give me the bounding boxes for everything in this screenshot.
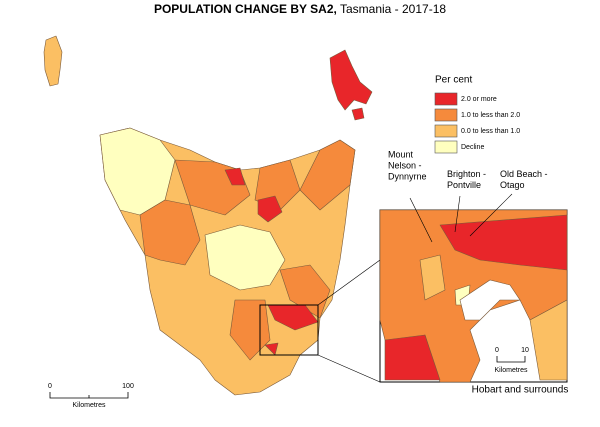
water xyxy=(459,279,521,321)
scale-bars: Hobart and surrounds 0 100 Kilometres 0 10 Ki… xyxy=(48,347,568,409)
inset-frame xyxy=(259,304,319,356)
region xyxy=(257,195,283,223)
inset-title: Hobart and surrounds xyxy=(472,385,569,396)
inset-scale-unit: Kilometres xyxy=(494,367,528,374)
legend-label: 1.0 to less than 2.0 xyxy=(461,112,520,119)
scale-tick-label: 0 xyxy=(48,383,52,390)
region xyxy=(419,254,446,301)
region xyxy=(264,342,279,356)
title-rest: Tasmania - 2017-18 xyxy=(340,2,446,16)
region xyxy=(254,159,301,211)
inset-scale-tick-label: 0 xyxy=(495,347,499,354)
region xyxy=(204,224,286,291)
legend-label: 2.0 or more xyxy=(461,96,497,103)
scale-bar xyxy=(49,392,129,399)
region xyxy=(224,167,246,186)
map-title: POPULATION CHANGE BY SA2, Tasmania - 201… xyxy=(154,2,446,16)
scale-tick-label: 100 xyxy=(122,383,134,390)
legend-swatch xyxy=(434,108,458,122)
callout-line xyxy=(454,195,461,233)
callout-label: Dynnyrne xyxy=(388,171,427,181)
legend-swatch xyxy=(434,124,458,138)
legend-swatch xyxy=(434,140,458,154)
region xyxy=(529,299,568,381)
callout-line xyxy=(469,193,513,237)
callout-label: Brighton - xyxy=(447,169,486,179)
islands xyxy=(43,35,373,121)
inset xyxy=(379,193,568,383)
callout-label: Otago xyxy=(500,180,525,190)
legend-title: Per cent xyxy=(435,75,472,86)
region xyxy=(439,214,568,271)
mainland xyxy=(99,127,381,396)
king-island xyxy=(43,35,63,87)
legend: Per cent 2.0 or more 1.0 to less than 2.0… xyxy=(434,75,520,154)
flinders-island xyxy=(329,49,373,111)
callout-line xyxy=(409,197,433,243)
legend-label: 0.0 to less than 1.0 xyxy=(461,128,520,135)
inset-scale-tick-label: 10 xyxy=(521,347,529,354)
inset-connector xyxy=(317,354,381,383)
inset-scale-bar xyxy=(496,356,526,363)
region xyxy=(384,334,441,381)
cape-barren xyxy=(351,107,365,121)
region xyxy=(139,199,201,266)
legend-label: Decline xyxy=(461,144,484,151)
callout-label: Nelson - xyxy=(388,160,422,170)
callout-label: Old Beach - xyxy=(500,169,548,179)
title-bold: POPULATION CHANGE BY SA2, xyxy=(154,2,337,16)
scale-unit: Kilometres xyxy=(72,402,106,409)
legend-swatch xyxy=(434,92,458,106)
callout-label: Mount xyxy=(388,149,414,159)
inset-connector xyxy=(317,259,381,306)
callout-label: Pontville xyxy=(447,180,481,190)
